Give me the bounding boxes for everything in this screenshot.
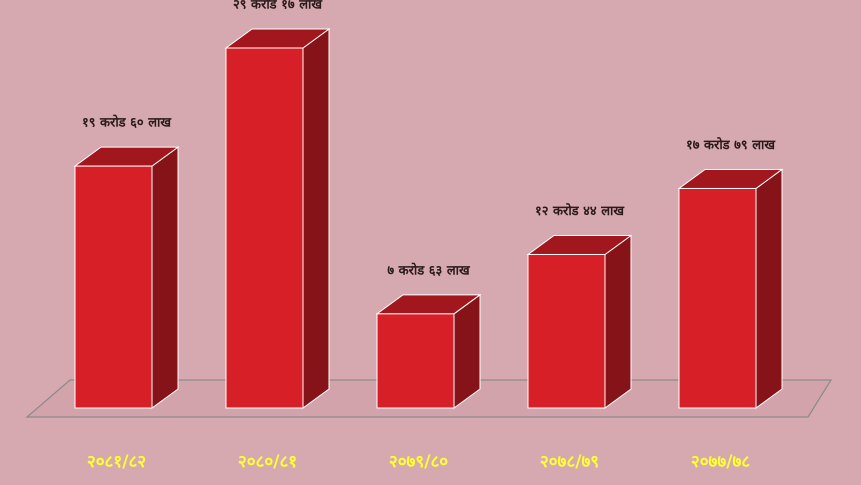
bar	[376, 313, 455, 409]
bar-side	[604, 234, 632, 409]
bar	[678, 187, 757, 409]
bar-side	[302, 28, 330, 409]
value-label: २९ करोड १७ लाख	[233, 0, 323, 13]
bar-side	[453, 293, 481, 409]
x-tick-label: २०७९/८०	[389, 452, 448, 472]
x-tick-label: २०८१/८२	[87, 452, 146, 472]
value-label: १२ करोड ४४ लाख	[535, 203, 625, 219]
bar	[527, 253, 606, 409]
bar	[225, 47, 304, 409]
bar-side	[151, 146, 179, 409]
x-tick-label: २०७८/७९	[540, 452, 599, 472]
x-tick-label: २०७७/७८	[691, 452, 750, 472]
value-label: १७ करोड ७९ लाख	[686, 137, 776, 153]
bar-side	[755, 168, 783, 409]
value-label: १९ करोड ६० लाख	[82, 115, 172, 131]
x-tick-label: २०८०/८१	[238, 452, 297, 472]
value-label: ७ करोड ६३ लाख	[387, 262, 471, 278]
bar	[74, 165, 153, 409]
